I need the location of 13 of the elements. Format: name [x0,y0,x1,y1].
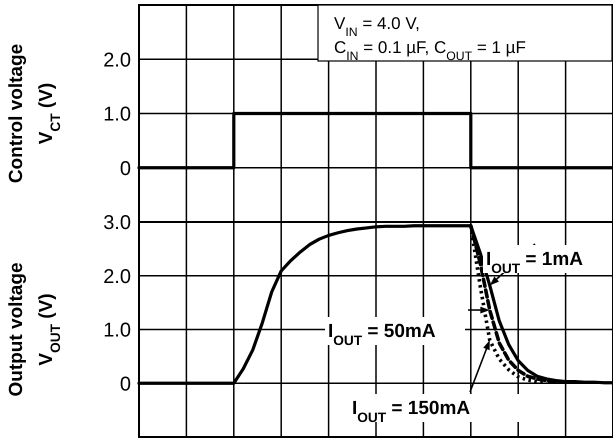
text: I$_{OUT}$ = 150mA [352,398,470,424]
note-box: V$_{IN}$ = 4.0 V, C$_{IN}$ = 0.1 µF, C$_{OUT}$ = 1 µF [317,4,613,63]
annotation: C$_{IN}$ = 0.1 µF, C$_{OUT}$ = 1 µF [334,38,526,63]
y-tick-label: 2.0 [103,266,131,288]
y-tick-label: 1.0 [103,320,131,342]
series-label: I$_{OUT}$ = 1mA [486,249,584,276]
annotation: V$_{IN}$ = 4.0 V, [334,14,420,39]
y-tick-label: 2.0 [103,49,131,72]
y-tick-label: 1.0 [103,104,131,126]
y-tick-label: 0 [120,373,131,396]
y-tick-label: 3.0 [103,212,131,234]
text: I$_{OUT}$ = 50mA [328,321,436,348]
y-tick-label: 0 [120,158,131,180]
